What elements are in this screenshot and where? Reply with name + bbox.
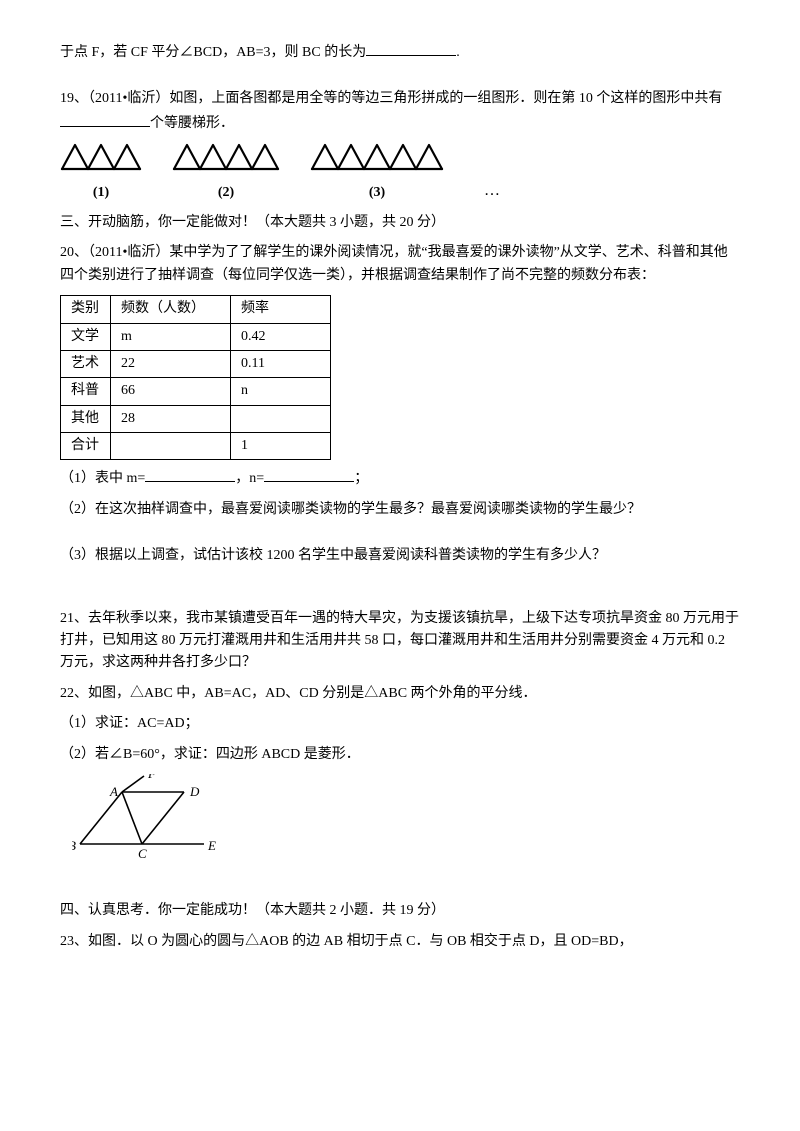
cell: 0.42 (231, 323, 331, 350)
tri-ellipsis: … (484, 178, 500, 204)
table-row: 其他 28 (61, 405, 331, 432)
table-header-row: 类别 频数（人数） 频率 (61, 296, 331, 323)
q19-text: 19、（2011•临沂）如图，上面各图都是用全等的等边三角形拼成的一组图形．则在… (60, 88, 740, 135)
q20-intro: 20、（2011•临沂）某中学为了了解学生的课外阅读情况，就“我最喜爱的课外读物… (60, 242, 740, 287)
cell: 其他 (61, 405, 111, 432)
svg-text:F: F (147, 774, 157, 781)
th-category: 类别 (61, 296, 111, 323)
q22-sub1: （1）求证：AC=AD； (60, 713, 740, 735)
triangles-1-svg (60, 143, 142, 171)
triangles-2-svg (172, 143, 280, 171)
cell: m (111, 323, 231, 350)
q20-blank-n[interactable] (264, 466, 354, 482)
q20-sub1-c: ； (354, 471, 368, 486)
q20-sub1-b: ，n= (235, 471, 264, 486)
cell: 科普 (61, 378, 111, 405)
cell: 66 (111, 378, 231, 405)
table-row: 科普 66 n (61, 378, 331, 405)
q19-suffix: 个等腰梯形． (150, 116, 234, 131)
table-row: 艺术 22 0.11 (61, 350, 331, 377)
cell: n (231, 378, 331, 405)
cell: 22 (111, 350, 231, 377)
tri-group-1: (1) (60, 143, 142, 204)
rhombus-svg: A B C D E F (72, 774, 222, 858)
svg-text:B: B (72, 838, 76, 853)
q20-sub3: （3）根据以上调查，试估计该校 1200 名学生中最喜爱阅读科普类读物的学生有多… (60, 545, 740, 567)
th-freq: 频率 (231, 296, 331, 323)
cell: 1 (231, 433, 331, 460)
q19-figures: (1) (2) (3) … (60, 143, 740, 204)
q22-figure: A B C D E F (72, 774, 740, 866)
q23-text: 23、如图．以 O 为圆心的圆与△AOB 的边 AB 相切于点 C．与 OB 相… (60, 931, 740, 953)
cell: 28 (111, 405, 231, 432)
svg-text:C: C (138, 846, 147, 858)
section4-heading: 四、认真思考．你一定能成功！（本大题共 2 小题．共 19 分） (60, 900, 740, 922)
cell: 文学 (61, 323, 111, 350)
cell: 合计 (61, 433, 111, 460)
q18-text-b: . (456, 45, 460, 60)
cell (111, 433, 231, 460)
svg-text:D: D (189, 784, 200, 799)
q20-sub1-a: （1）表中 m= (60, 471, 145, 486)
tri-group-2: (2) (172, 143, 280, 204)
tri-label-1: (1) (60, 182, 142, 204)
th-count: 频数（人数） (111, 296, 231, 323)
q22-intro: 22、如图，△ABC 中，AB=AC，AD、CD 分别是△ABC 两个外角的平分… (60, 683, 740, 705)
svg-text:A: A (109, 784, 118, 799)
q22-sub2: （2）若∠B=60°，求证：四边形 ABCD 是菱形． (60, 744, 740, 766)
cell: 0.11 (231, 350, 331, 377)
triangles-3-svg (310, 143, 444, 171)
table-row: 文学 m 0.42 (61, 323, 331, 350)
q19-blank[interactable] (60, 111, 150, 127)
svg-text:E: E (207, 838, 216, 853)
cell: 艺术 (61, 350, 111, 377)
table-row: 合计 1 (61, 433, 331, 460)
cell (231, 405, 331, 432)
q18-tail: 于点 F，若 CF 平分∠BCD，AB=3，则 BC 的长为. (60, 40, 740, 64)
section3-heading: 三、开动脑筋，你一定能做对！（本大题共 3 小题，共 20 分） (60, 212, 740, 234)
q21-text: 21、去年秋季以来，我市某镇遭受百年一遇的特大旱灾，为支援该镇抗旱，上级下达专项… (60, 608, 740, 675)
tri-group-3: (3) (310, 143, 444, 204)
tri-label-3: (3) (310, 182, 444, 204)
q20-sub1: （1）表中 m= ，n= ； (60, 466, 740, 490)
tri-label-2: (2) (172, 182, 280, 204)
freq-table: 类别 频数（人数） 频率 文学 m 0.42 艺术 22 0.11 科普 66 … (60, 295, 331, 460)
q18-blank[interactable] (366, 40, 456, 56)
q20-sub2: （2）在这次抽样调查中，最喜爱阅读哪类读物的学生最多？最喜爱阅读哪类读物的学生最… (60, 499, 740, 521)
q19-prefix: 19、（2011•临沂）如图，上面各图都是用全等的等边三角形拼成的一组图形．则在… (60, 91, 722, 106)
q20-blank-m[interactable] (145, 466, 235, 482)
q18-text-a: 于点 F，若 CF 平分∠BCD，AB=3，则 BC 的长为 (60, 45, 366, 60)
